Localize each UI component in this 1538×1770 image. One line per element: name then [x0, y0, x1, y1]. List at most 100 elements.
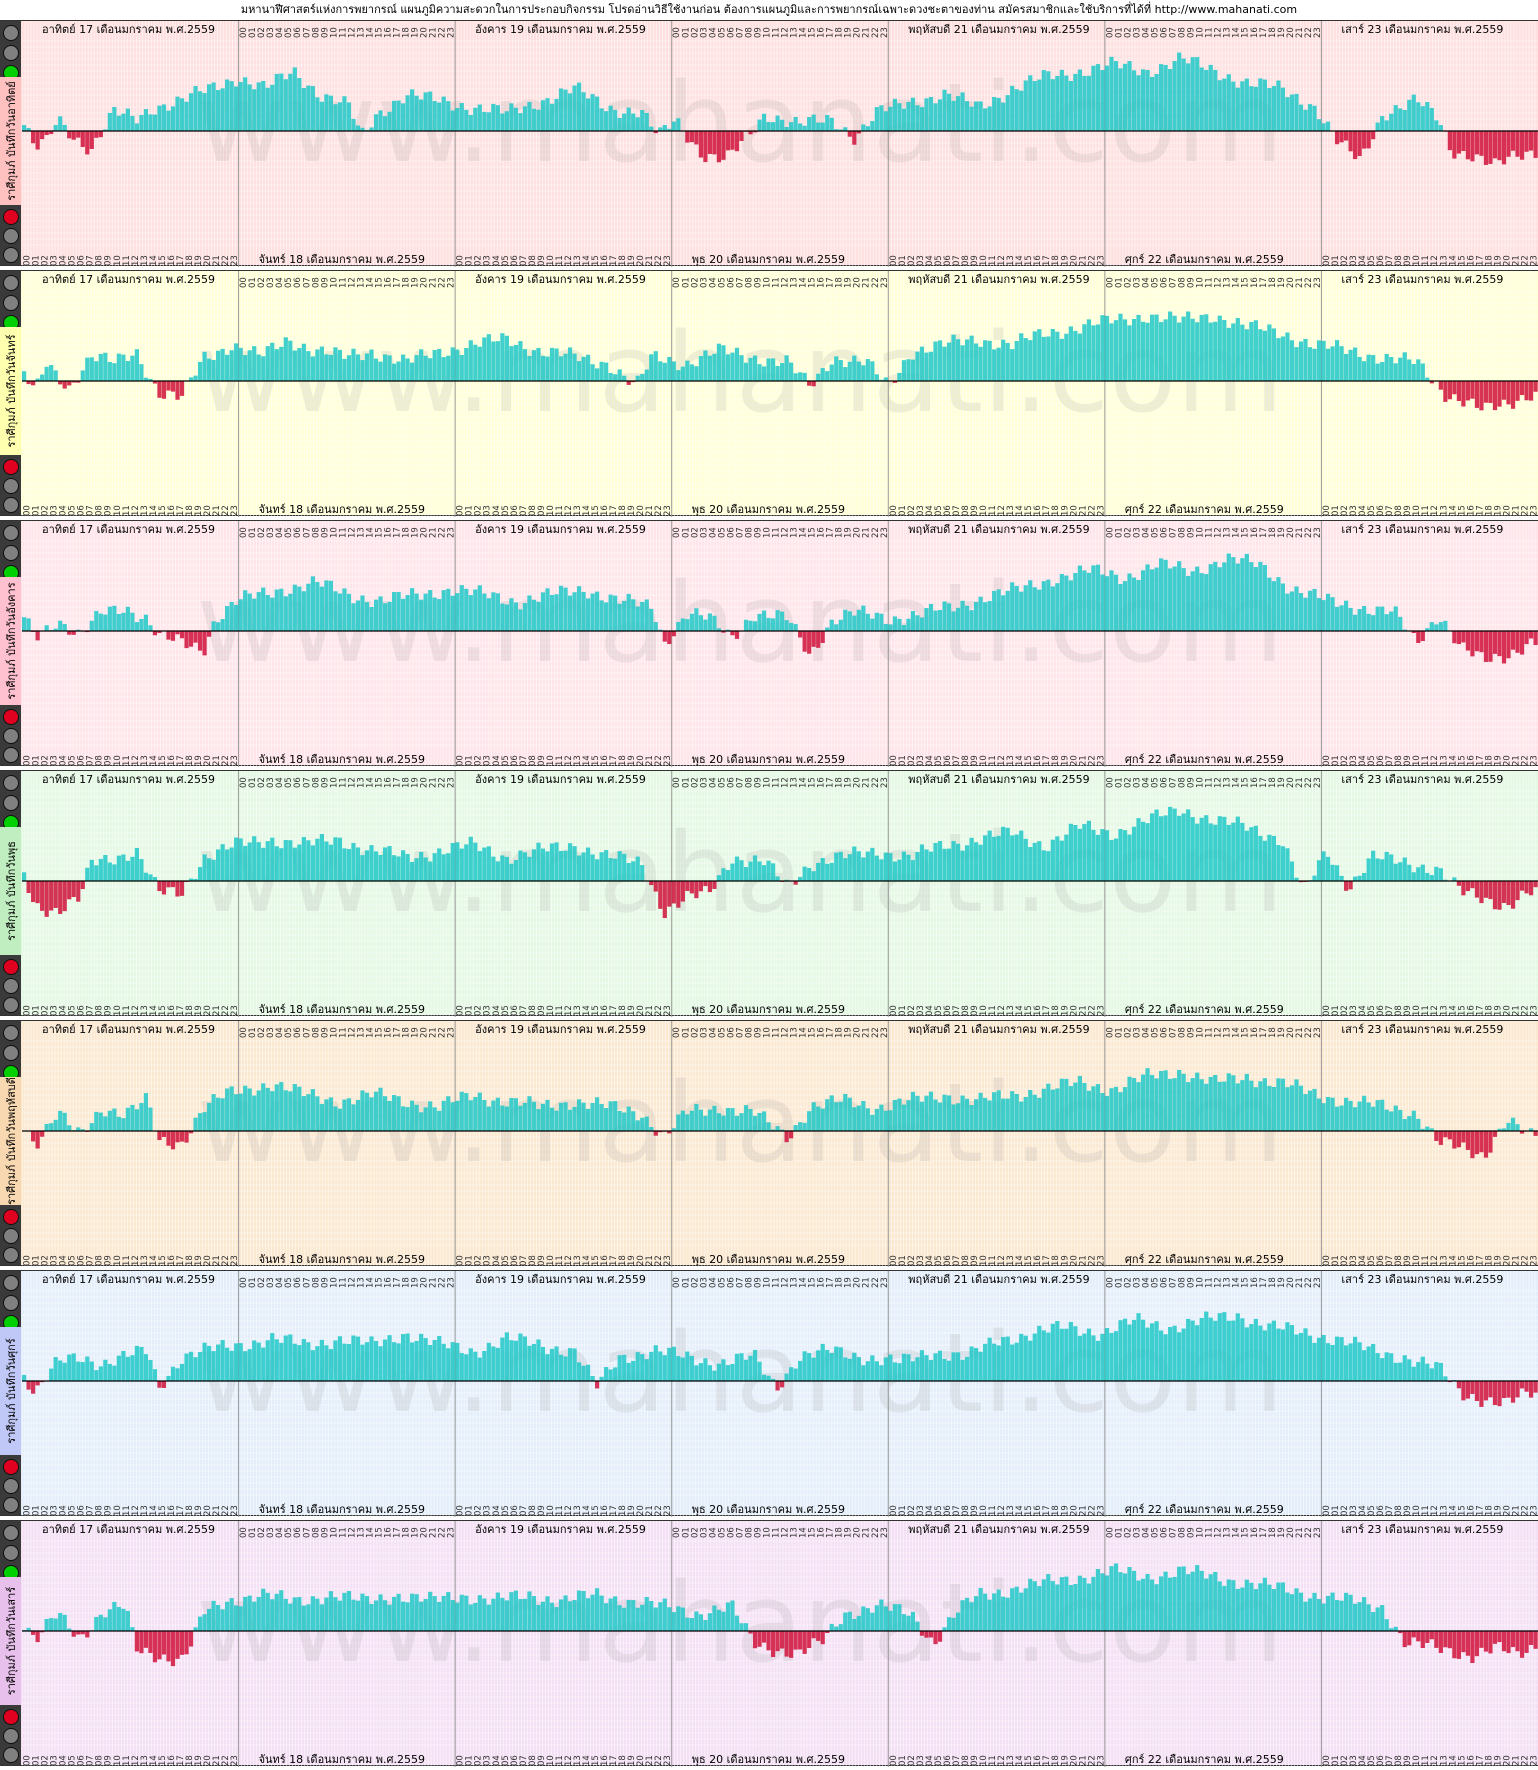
bar: [428, 590, 433, 631]
bar: [1492, 1131, 1498, 1137]
bar: [247, 593, 252, 631]
bar: [847, 1611, 852, 1631]
bar: [1380, 361, 1385, 381]
hour-tick-label: 18: [835, 777, 845, 788]
bar: [721, 868, 726, 881]
hour-tick-label: 08: [1178, 27, 1188, 38]
bar: [509, 1340, 514, 1381]
hour-tick-label: 00: [456, 505, 466, 516]
bar: [1068, 1585, 1073, 1631]
hour-tick-label: 02: [1123, 527, 1133, 538]
bar: [653, 622, 658, 631]
bar: [1303, 338, 1308, 381]
bar: [1186, 1574, 1191, 1631]
bar: [301, 88, 306, 131]
bar: [428, 358, 433, 381]
hour-tick-label: 17: [176, 1005, 186, 1016]
bar: [220, 1609, 225, 1631]
hour-tick-label: 06: [510, 1005, 520, 1016]
bar: [861, 124, 866, 131]
bar: [464, 109, 469, 131]
bar: [1447, 1131, 1452, 1140]
bar: [1416, 631, 1421, 644]
hour-tick-label: 20: [636, 255, 646, 266]
bar: [807, 867, 812, 881]
bar: [1149, 1323, 1155, 1381]
hour-tick-label: 05: [1367, 1005, 1377, 1016]
bar: [31, 131, 36, 144]
bar: [915, 851, 920, 881]
bar: [757, 861, 762, 881]
chart-panel: ราศีกุมภ์ บันทึกวันเสาร์ www.mahanati.com…: [0, 1520, 1538, 1767]
bar: [820, 1631, 825, 1645]
hour-tick-label: 17: [392, 1027, 402, 1038]
bar: [1190, 1078, 1195, 1131]
bar: [622, 600, 627, 631]
bar: [743, 1359, 749, 1381]
hour-tick-label: 09: [320, 1027, 330, 1038]
hour-tick-label: 05: [1367, 1505, 1377, 1516]
bar: [996, 1090, 1001, 1131]
bar: [437, 1601, 442, 1631]
day-label-top: อังคาร 19 เดือนมกราคม พ.ศ.2559: [475, 1023, 646, 1036]
bar: [748, 620, 753, 631]
bar: [1145, 322, 1150, 381]
bar: [1091, 325, 1096, 381]
bar: [1163, 319, 1168, 381]
bar: [816, 862, 821, 881]
hour-tick-label: 00: [1322, 755, 1332, 766]
bar: [856, 851, 861, 881]
hour-tick-label: 23: [1313, 1527, 1323, 1538]
bar: [1348, 349, 1353, 381]
bar: [1483, 631, 1489, 662]
bar: [1032, 587, 1037, 631]
bar: [1086, 319, 1092, 381]
hour-tick-label: 04: [708, 1527, 718, 1538]
hour-tick-label: 01: [465, 755, 475, 766]
grey-light-icon: [3, 247, 19, 263]
hour-tick-label: 15: [1241, 1527, 1251, 1538]
bar: [1411, 1631, 1416, 1638]
bar: [689, 613, 694, 631]
bar: [1461, 881, 1466, 896]
bar: [1041, 336, 1046, 381]
hour-tick-label: 14: [365, 27, 375, 38]
hour-tick-label: 04: [492, 1005, 502, 1016]
hour-tick-label: 06: [943, 1255, 953, 1266]
hour-tick-label: 02: [474, 1755, 484, 1766]
bar: [906, 1354, 911, 1381]
bar: [324, 354, 329, 381]
bar: [1456, 1381, 1461, 1389]
bar: [1402, 857, 1407, 881]
hour-tick-label: 03: [916, 755, 926, 766]
bar: [1037, 589, 1042, 631]
bar: [599, 361, 604, 381]
hour-tick-label: 20: [853, 1277, 863, 1288]
bar: [265, 595, 270, 631]
panel-title: ราศีกุมภ์ บันทึกวันพฤหัสบดี: [4, 1077, 18, 1205]
hour-tick-label: 10: [1412, 255, 1422, 266]
hour-tick-label: 13: [1006, 255, 1016, 266]
hour-tick-label: 16: [167, 755, 177, 766]
bar: [933, 610, 938, 631]
bar: [1163, 1334, 1168, 1381]
hour-tick-label: 15: [591, 1255, 601, 1266]
bar: [1524, 1381, 1529, 1392]
hour-tick-label: 09: [537, 505, 547, 516]
hour-tick-label: 05: [934, 1005, 944, 1016]
hour-tick-label: 23: [447, 527, 457, 538]
bar: [1091, 1086, 1096, 1131]
bar: [1127, 1076, 1132, 1131]
hour-tick-label: 08: [528, 1505, 538, 1516]
bar: [1407, 99, 1412, 131]
hour-tick-label: 15: [158, 1505, 168, 1516]
bar: [382, 1339, 388, 1381]
bar: [1010, 1588, 1015, 1631]
bar: [288, 1603, 293, 1631]
hour-tick-label: 01: [681, 777, 691, 788]
bar: [279, 346, 284, 381]
bar: [130, 115, 135, 131]
bar: [549, 843, 555, 881]
bar: [649, 881, 654, 886]
bar: [1019, 90, 1024, 131]
